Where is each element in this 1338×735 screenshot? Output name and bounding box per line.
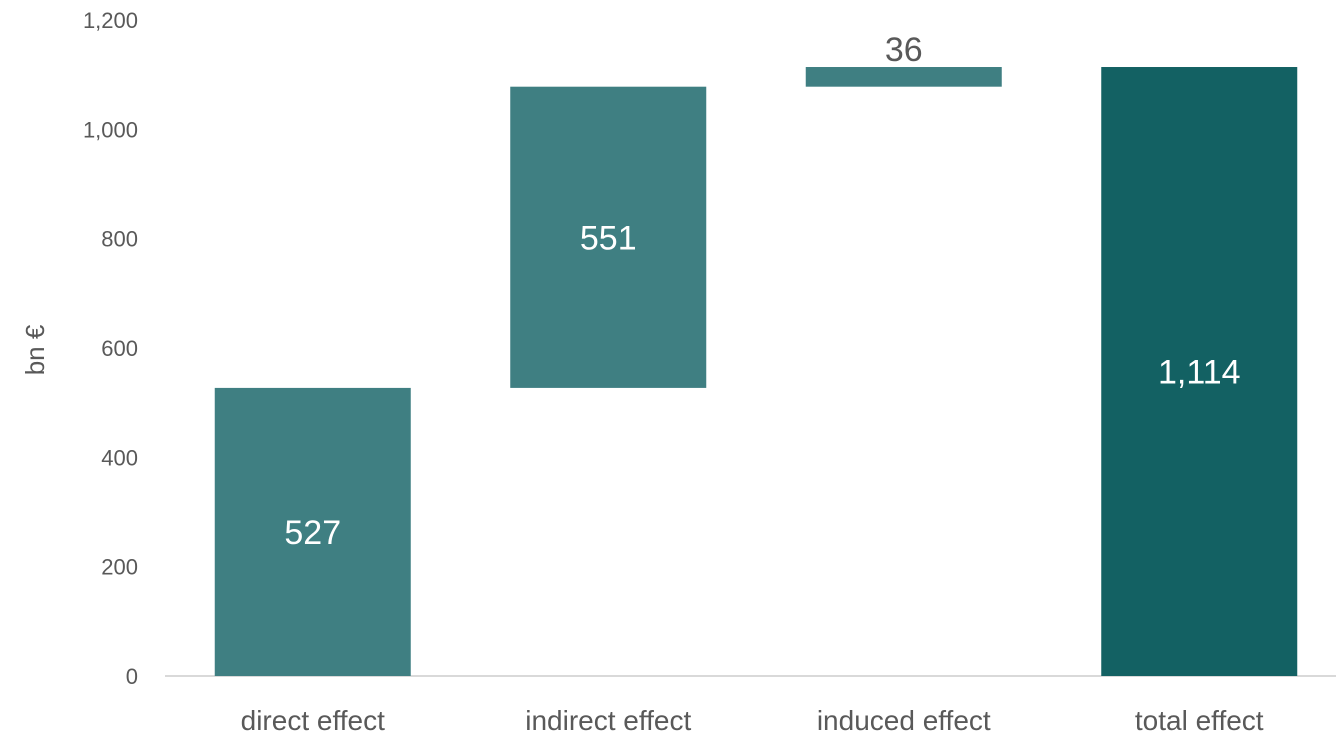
x-category-label: indirect effect (525, 705, 691, 735)
y-tick-label: 1,200 (83, 8, 138, 33)
y-tick-label: 1,000 (83, 117, 138, 142)
bar-total-effect (1101, 67, 1298, 677)
data-labels-group: 527 551 36 1,114 (284, 31, 1240, 552)
data-label: 551 (580, 219, 637, 257)
y-tick-label: 600 (101, 336, 138, 361)
y-tick-label: 400 (101, 445, 138, 470)
y-axis-ticks: 0 200 400 600 800 1,000 1,200 (83, 8, 138, 689)
bar-induced-effect (805, 67, 1002, 87)
data-label: 1,114 (1158, 354, 1241, 392)
y-tick-label: 200 (101, 555, 138, 580)
x-category-label: induced effect (817, 705, 991, 735)
y-axis-title: bn € (20, 324, 50, 375)
x-category-label: direct effect (241, 705, 385, 735)
bar-direct-effect (214, 387, 411, 676)
y-tick-label: 800 (101, 227, 138, 252)
x-category-label: total effect (1135, 705, 1264, 735)
bars-group (214, 67, 1298, 677)
bar-indirect-effect (510, 86, 707, 388)
x-axis-categories: direct effect indirect effect induced effe… (241, 705, 1264, 735)
y-tick-label: 0 (126, 664, 138, 689)
data-label: 527 (284, 514, 341, 552)
data-label: 36 (885, 31, 923, 69)
